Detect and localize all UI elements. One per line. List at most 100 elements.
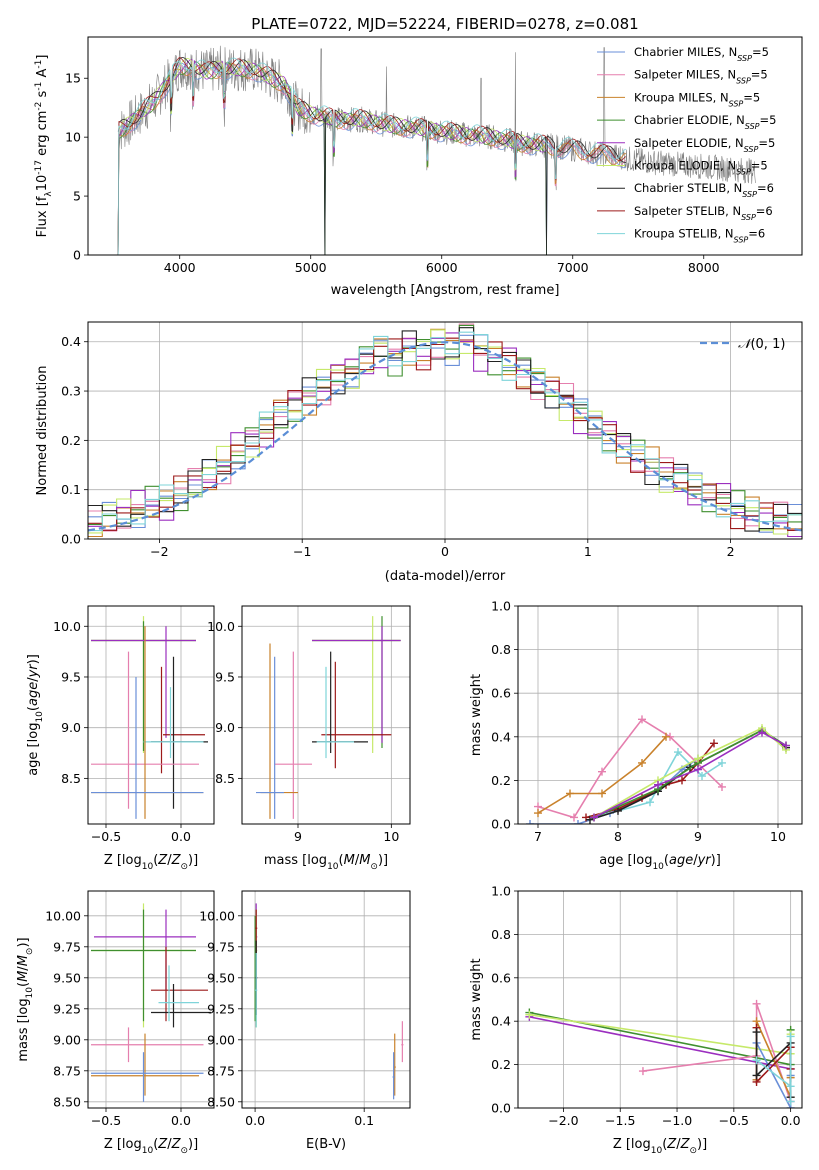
legend-subscript: SSP — [744, 144, 759, 153]
y-tick-label: 0.3 — [61, 384, 81, 399]
y-tick-label: 9.5 — [215, 669, 235, 684]
mass-vs-z-plot-area — [91, 903, 211, 1102]
legend-ssp-count: =5 — [760, 113, 777, 127]
massweight-vs-age-plot-area — [526, 715, 790, 824]
legend-label: Chabrier STELIB, NSSP=6 — [634, 181, 774, 199]
legend-label: Kroupa STELIB, NSSP=6 — [634, 227, 765, 245]
label-part: A — [35, 69, 50, 82]
data-point-kroupa-miles — [566, 789, 574, 798]
label-part: yr — [697, 853, 713, 868]
normal-distribution-curve — [88, 341, 802, 532]
data-point-kroupa-miles — [534, 809, 542, 818]
y-tick-label: 0.8 — [491, 642, 511, 657]
label-part: )] — [16, 937, 31, 947]
x-tick-label: 10 — [770, 829, 786, 844]
legend-subscript: SSP — [742, 190, 757, 199]
data-point-kroupa-elodie — [525, 1010, 534, 1019]
legend-series-name: Chabrier ELODIE, N — [634, 113, 745, 127]
x-tick-label: 8000 — [688, 260, 720, 275]
x-tick-label: 9 — [694, 829, 702, 844]
y-tick-label: 9.00 — [53, 1032, 81, 1047]
series-line-salpeter-elodie — [529, 1016, 791, 1070]
label-part: age [log — [26, 723, 41, 776]
label-part: ( — [16, 982, 31, 987]
label-part: / — [355, 853, 360, 868]
label-part: -17 — [34, 160, 44, 175]
residuals-y-axis-label: Normed distribution — [35, 366, 50, 496]
mass-vs-z-panel: −0.5 0.0 8.50 8.75 9.00 9.25 9.50 9.75 10.00 Z [l… — [16, 890, 215, 1156]
y-tick-label: 0 — [73, 248, 81, 263]
spectrum-x-axis-label: wavelength [Angstrom, rest frame] — [331, 283, 560, 298]
x-tick-label: 10 — [383, 829, 399, 844]
label-part: )] — [26, 654, 41, 664]
y-tick-label: 8.75 — [53, 1063, 81, 1078]
histogram-kroupa-stelib — [88, 331, 802, 532]
data-point-salpeter-miles — [638, 1067, 647, 1076]
data-point-kroupa-stelib — [718, 758, 726, 767]
legend-subscript: SSP — [737, 54, 752, 63]
axes-frame — [241, 605, 411, 825]
axes-frame — [517, 605, 803, 825]
y-tick-label: 0.8 — [491, 927, 511, 942]
label-part: ( — [26, 706, 41, 711]
model-spectrum-kroupa-elodie — [117, 57, 547, 255]
mass-vs-z-y-axis-label: mass [log10(M/M⊙)] — [16, 937, 35, 1061]
model-spectrum-kroupa-stelib — [117, 57, 627, 255]
label-part: ⊙ — [180, 862, 188, 872]
axes-frame — [517, 890, 803, 1109]
x-tick-label: 2 — [727, 544, 735, 559]
model-spectrum-chabrier-elodie — [117, 61, 547, 255]
label-part: 10 — [25, 987, 35, 999]
model-spectrum-salpeter-stelib — [117, 56, 626, 255]
residuals-panel: −2 −1 0 1 2 0.0 0.1 0.2 0.3 0.4 (data-model)/error… — [35, 321, 803, 584]
x-tick-label: −1 — [293, 544, 311, 559]
axes-frame — [241, 890, 411, 1109]
series-line-salpeter-miles — [642, 1003, 792, 1102]
label-part: )] — [188, 853, 198, 868]
axes-frame — [87, 890, 215, 1109]
data-point-salpeter-stelib — [710, 739, 718, 748]
label-part: Flux [f — [35, 196, 50, 237]
model-spectrum-salpeter-elodie — [117, 58, 547, 255]
label-part: erg cm — [35, 111, 50, 160]
y-tick-label: 0.0 — [61, 532, 81, 547]
y-tick-label: 0.4 — [491, 1014, 511, 1029]
data-point-kroupa-miles — [598, 789, 606, 798]
legend-subscript: SSP — [729, 99, 744, 108]
data-point-salpeter-miles — [718, 782, 726, 791]
spectrum-title: PLATE=0722, MJD=52224, FIBERID=0278, z=0… — [251, 15, 638, 33]
axes-frame — [87, 605, 215, 825]
x-tick-label: 0.0 — [171, 1113, 191, 1128]
label-part: -1 — [34, 82, 44, 91]
legend-series-name: Salpeter MILES, N — [634, 68, 736, 82]
data-point-kroupa-stelib — [786, 1082, 795, 1091]
legend-label: Salpeter STELIB, NSSP=6 — [634, 204, 773, 222]
x-tick-label: 4000 — [164, 260, 196, 275]
axes-frame — [87, 321, 803, 540]
y-tick-label: 9.25 — [53, 1001, 81, 1016]
label-part: / — [16, 966, 31, 971]
legend-ssp-count: =5 — [752, 45, 769, 59]
x-tick-label: 6000 — [426, 260, 458, 275]
data-point-salpeter-elodie — [694, 765, 702, 774]
x-tick-label: 9 — [294, 829, 302, 844]
data-point-chabrier-miles — [526, 820, 534, 824]
label-part: λ — [44, 191, 54, 197]
label-part: ( — [662, 1137, 667, 1152]
y-tick-label: 9.50 — [207, 970, 235, 985]
series-line-salpeter-miles — [537, 718, 723, 819]
data-point-salpeter-elodie — [590, 813, 598, 822]
legend-subscript: SSP — [734, 235, 749, 244]
massweight-vs-z-y-axis-label: mass weight — [469, 958, 484, 1040]
x-tick-label: −1.0 — [662, 1113, 692, 1128]
label-part: )] — [188, 1137, 198, 1152]
legend-series-name: Salpeter STELIB, N — [634, 204, 741, 218]
data-point-salpeter-miles — [598, 767, 606, 776]
label-part: 10 — [142, 862, 154, 872]
label-part: s — [35, 90, 50, 101]
label-part: Z — [157, 853, 168, 868]
y-tick-label: 8.75 — [207, 1063, 235, 1078]
x-tick-label: −0.5 — [91, 1113, 121, 1128]
